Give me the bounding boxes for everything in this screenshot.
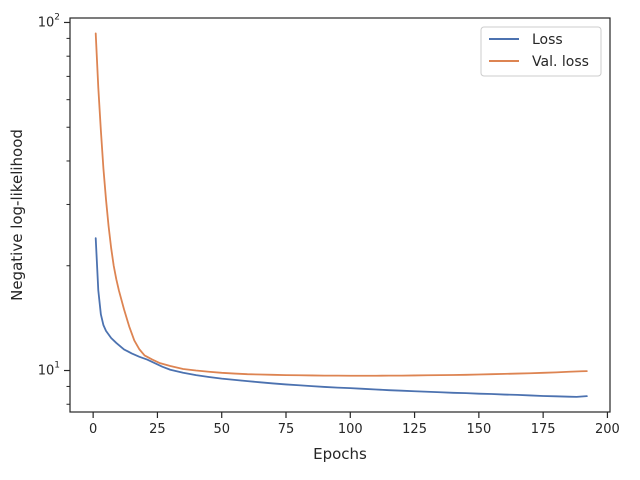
x-axis-label: Epochs [313,445,367,463]
axes-border [69,17,611,413]
x-tick-label: 0 [89,422,97,437]
series-line-loss [94,237,588,398]
axes-frame [69,17,611,413]
x-tick-label: 125 [402,422,427,437]
x-tick-label: 175 [531,422,556,437]
y-axis-label: Negative log-likelihood [8,129,26,301]
legend-label-loss: Loss [532,32,563,48]
legend-label-val-loss: Val. loss [532,54,589,70]
y-tick-exponent: 1 [54,361,60,371]
y-tick-exponent: 2 [54,12,60,22]
y-tick-base: 10 [38,364,55,379]
x-tick-label: 150 [466,422,491,437]
x-tick-label: 50 [213,422,230,437]
x-tick-label: 25 [149,422,166,437]
y-tick-base: 10 [38,15,55,30]
x-tick-label: 75 [278,422,295,437]
series-line-val-loss [94,32,588,377]
x-tick-label: 200 [595,422,620,437]
x-tick-label: 100 [338,422,363,437]
series-layer [94,32,588,398]
plot-area [70,18,610,412]
legend: Loss Val. loss [480,26,602,77]
y-tick-label: 102 [38,12,60,30]
x-axis: 0 25 50 75 100 125 150 175 200 [89,412,620,437]
y-tick-label: 101 [38,361,60,379]
